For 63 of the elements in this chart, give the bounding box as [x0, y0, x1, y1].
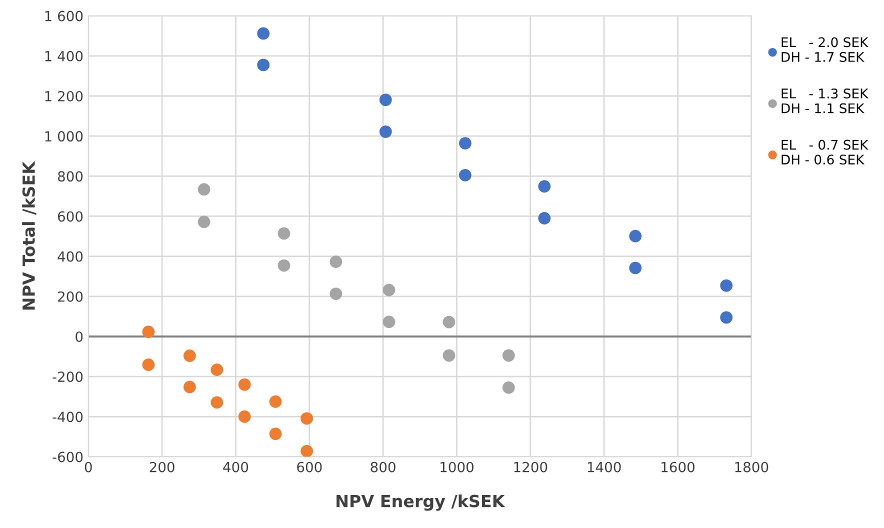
- point: [502, 381, 515, 394]
- point: [238, 378, 251, 391]
- point: [300, 444, 314, 457]
- point: [502, 349, 515, 362]
- x-tick-label: 800: [370, 462, 396, 472]
- y-tick-label: 600: [58, 211, 83, 222]
- point: [330, 256, 342, 268]
- x-tick-label: 1400: [588, 462, 621, 472]
- y-tick-label: -600: [52, 452, 83, 462]
- point: [278, 259, 290, 272]
- y-tick-label: 1 400: [45, 50, 83, 62]
- point: [458, 168, 472, 182]
- point: [210, 364, 224, 376]
- point: [629, 230, 642, 242]
- x-tick-label: 1800: [735, 462, 768, 472]
- point: [720, 279, 733, 292]
- x-tick-label: 0: [84, 462, 92, 472]
- point: [183, 350, 196, 362]
- y-tick-label: 200: [58, 291, 83, 302]
- point: [720, 311, 733, 324]
- point: [238, 410, 251, 423]
- x-tick-label: 1200: [514, 462, 548, 472]
- legend-label: EL - 0.7 SEK DH - 0.6 SEK: [782, 140, 869, 165]
- x-tick-label: 1600: [662, 462, 694, 472]
- point: [379, 94, 392, 106]
- point: [300, 412, 314, 425]
- point: [257, 27, 270, 40]
- point: [257, 58, 270, 72]
- point: [629, 262, 642, 274]
- point: [458, 137, 472, 150]
- point: [538, 212, 551, 224]
- point: [269, 395, 282, 408]
- point: [379, 125, 392, 138]
- legend-label: EL - 2.0 SEK DH - 1.7 SEK: [782, 37, 869, 62]
- point: [442, 349, 456, 362]
- point: [330, 288, 342, 300]
- point: [442, 316, 456, 328]
- point: [382, 316, 396, 328]
- point: [198, 216, 210, 228]
- point: [278, 227, 290, 240]
- x-tick-label: 200: [150, 462, 174, 472]
- y-tick-label: 400: [58, 251, 83, 262]
- y-tick-label: 800: [58, 171, 83, 182]
- point: [142, 326, 155, 338]
- x-axis-title: NPV Energy /kSEK: [336, 494, 506, 511]
- point: [210, 396, 224, 409]
- y-tick-label: 0: [76, 331, 83, 342]
- point: [142, 358, 155, 371]
- y-tick-label: -200: [52, 372, 83, 382]
- point: [198, 183, 210, 196]
- point: [538, 180, 551, 193]
- x-tick-label: 1000: [440, 462, 474, 472]
- y-tick-label: 1 600: [45, 10, 83, 22]
- y-tick-label: 1 000: [45, 131, 83, 142]
- point: [382, 284, 396, 296]
- y-axis-title: NPV Total /kSEK: [22, 160, 36, 310]
- y-tick-label: -400: [52, 412, 83, 422]
- legend-label: EL - 1.3 SEK DH - 1.1 SEK: [782, 88, 869, 114]
- y-tick-label: 1 200: [45, 90, 83, 102]
- x-tick-label: 400: [223, 462, 248, 472]
- x-tick-label: 600: [297, 462, 322, 472]
- point: [269, 428, 282, 440]
- point: [183, 380, 196, 394]
